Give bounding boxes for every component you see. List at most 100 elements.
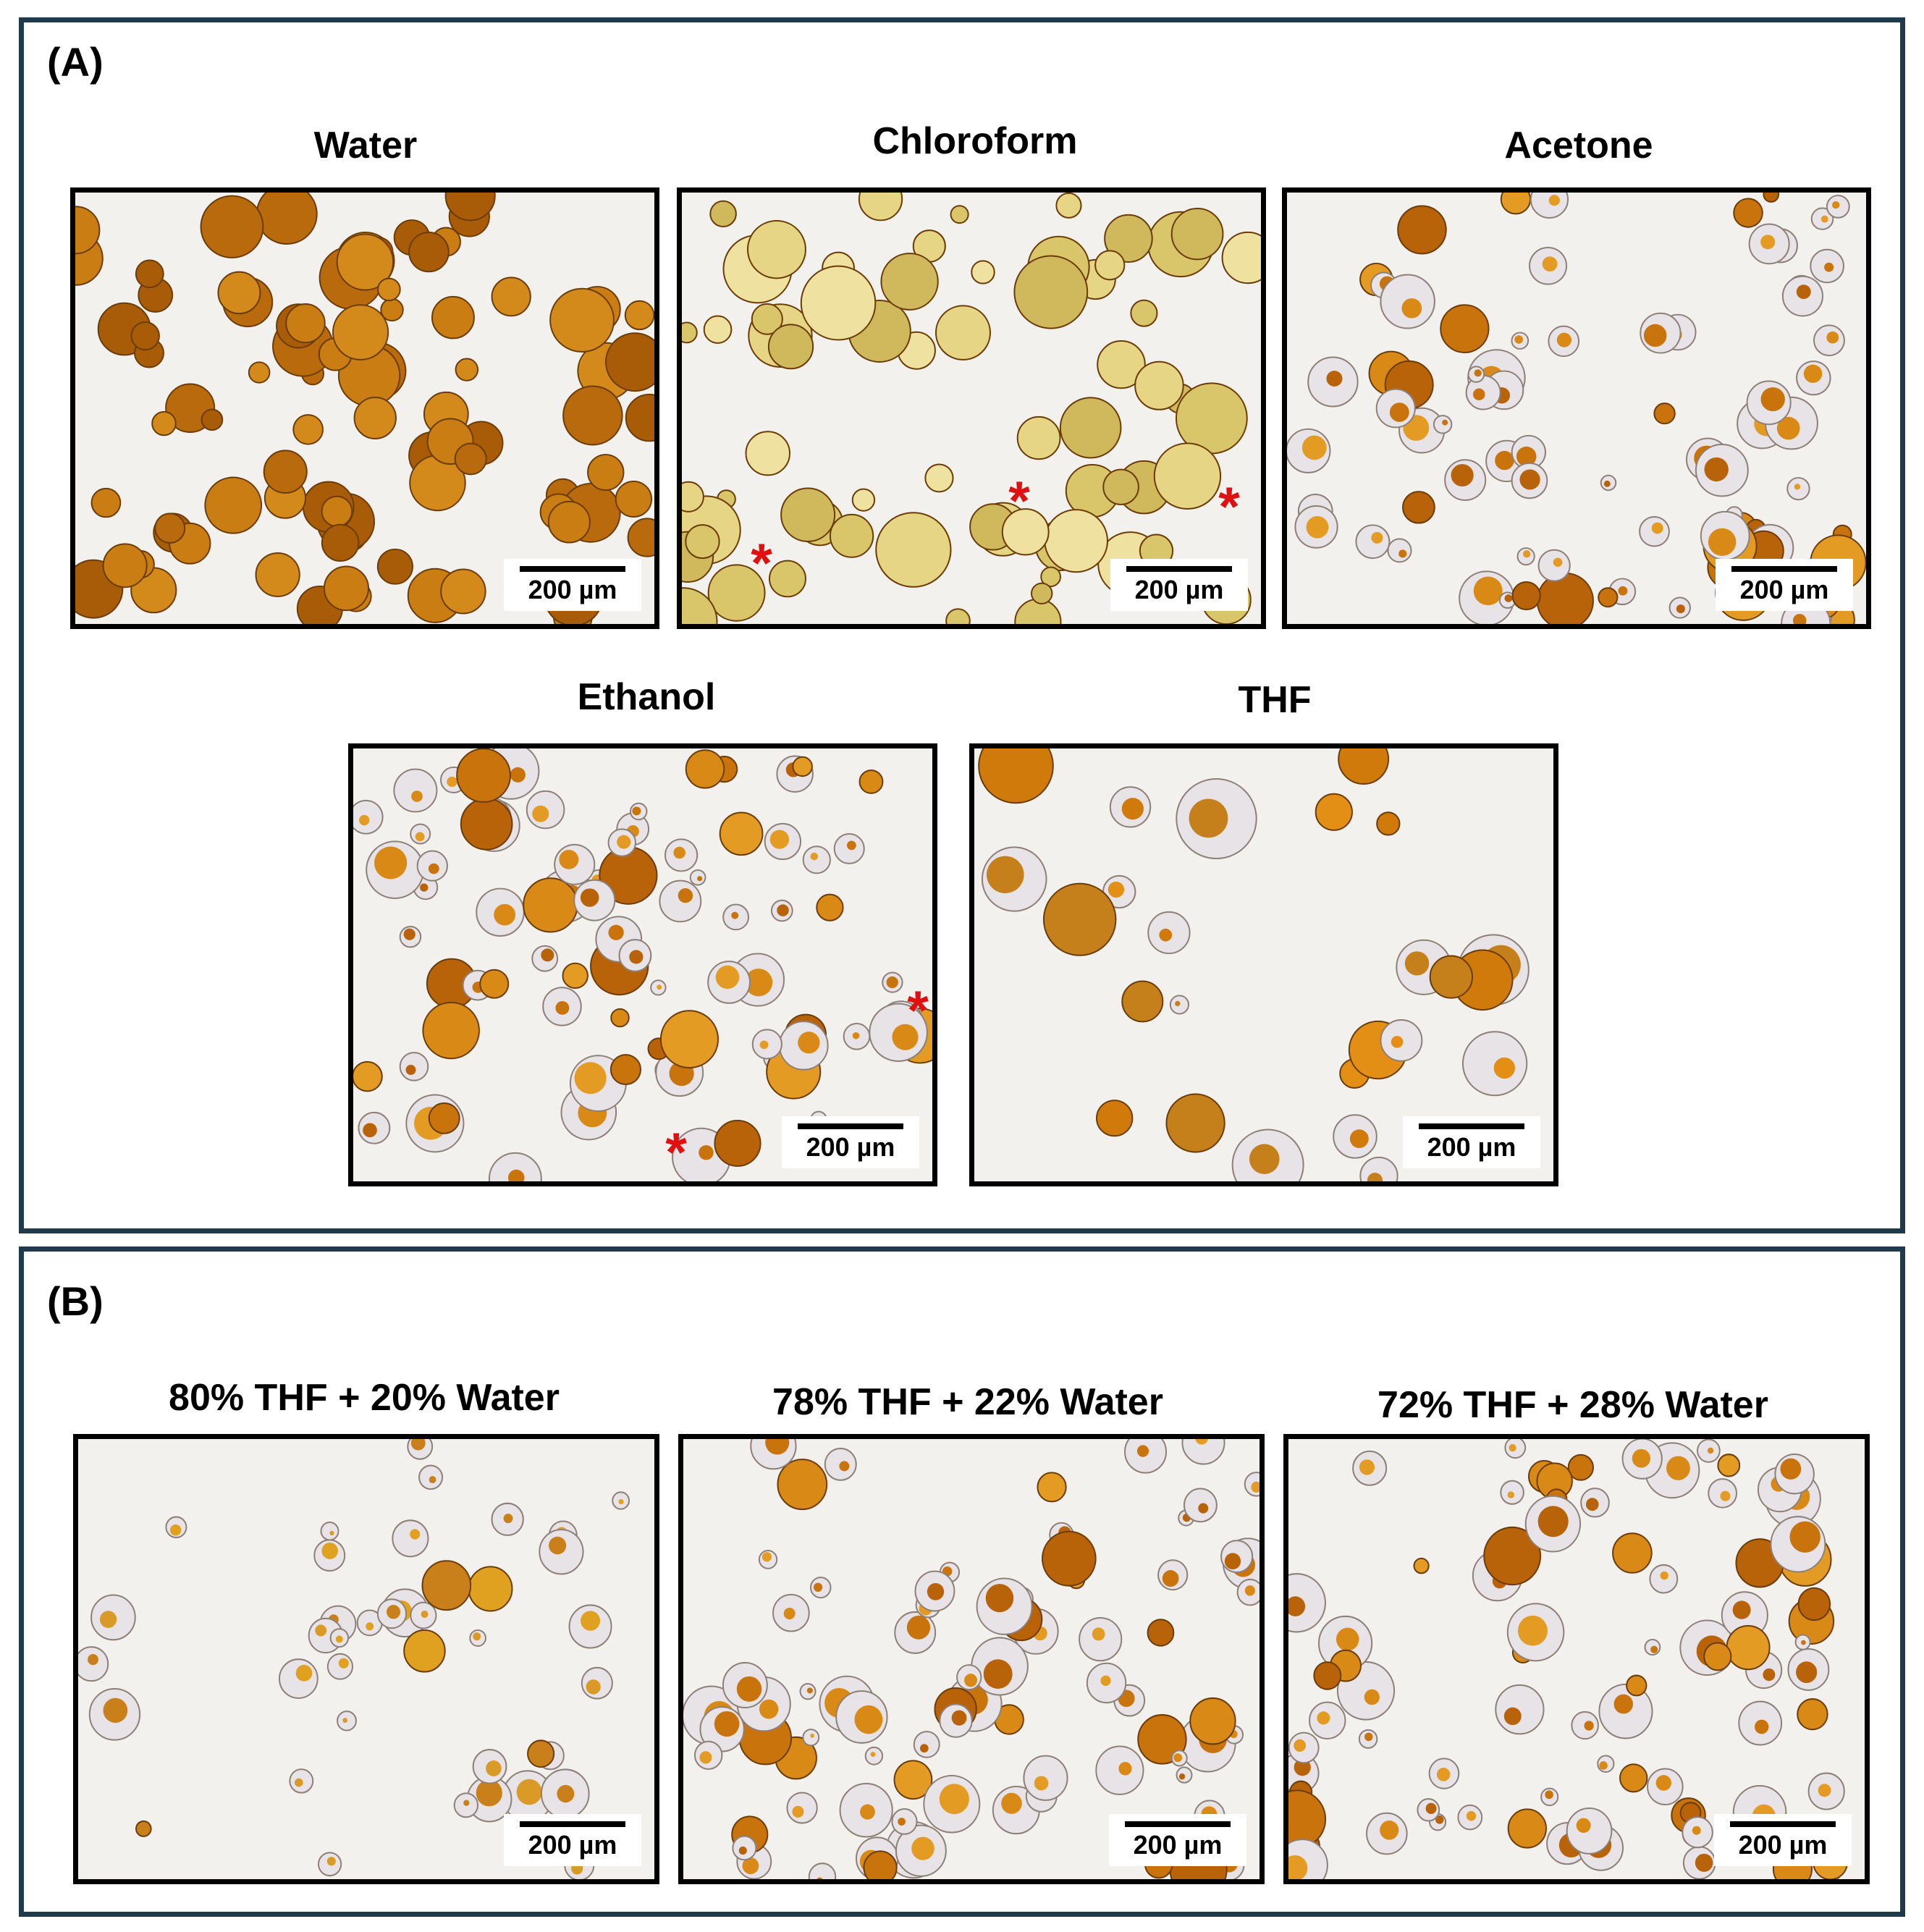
particle	[1170, 1750, 1188, 1767]
particle	[1016, 415, 1061, 460]
particle	[1359, 1156, 1398, 1181]
particle	[1153, 442, 1222, 510]
particle	[1104, 214, 1153, 263]
section-b-label: (B)	[47, 1278, 104, 1324]
panel-title-water: Water	[313, 125, 418, 166]
particle	[336, 233, 394, 291]
particle	[722, 1661, 768, 1709]
particle	[1511, 462, 1548, 499]
particle	[1134, 360, 1184, 410]
particle	[1580, 1488, 1610, 1518]
scale-bar-line	[1731, 566, 1837, 572]
particle	[895, 1824, 947, 1877]
section-a: (A) Water Chloroform Acetone Ethanol THF…	[19, 17, 1905, 1233]
particle	[1507, 1808, 1547, 1849]
particle	[956, 1664, 982, 1691]
particle	[1147, 1619, 1175, 1647]
particle	[320, 1522, 339, 1541]
particle	[1598, 587, 1619, 608]
particle	[204, 476, 263, 534]
particle	[200, 195, 264, 258]
scale-bar-label: 200 µm	[806, 1132, 895, 1162]
particle	[1157, 1559, 1189, 1591]
panel-title-chloroform: Chloroform	[872, 120, 1078, 162]
particle	[263, 450, 308, 494]
particle	[399, 925, 422, 948]
particle	[1495, 1684, 1545, 1735]
particle	[1236, 1578, 1260, 1606]
particle	[1402, 491, 1435, 524]
particle	[882, 971, 903, 993]
particle	[1700, 510, 1750, 561]
particle	[527, 1739, 555, 1768]
particle	[981, 846, 1047, 912]
micrograph-80-thf-image	[78, 1439, 654, 1879]
scale-bar-line	[520, 566, 625, 572]
micrograph-thf: 200 µm	[969, 743, 1558, 1186]
particle	[1500, 1480, 1524, 1505]
micrograph-72-thf-image	[1288, 1439, 1865, 1879]
particle	[1619, 1763, 1648, 1793]
panel-title-ethanol: Ethanol	[577, 676, 716, 718]
particle	[758, 1550, 778, 1569]
particle	[777, 1459, 828, 1511]
particle	[1781, 275, 1823, 317]
panel-title-80-thf: 80% THF + 20% Water	[169, 1377, 560, 1419]
particle	[615, 481, 653, 518]
particle	[945, 608, 971, 624]
particle	[770, 899, 793, 922]
asterisk-marker: *	[907, 980, 929, 1042]
particle	[403, 1629, 446, 1673]
particle	[1095, 1100, 1134, 1137]
particle	[839, 1782, 893, 1838]
particle	[1536, 572, 1594, 624]
asterisk-marker: *	[1008, 471, 1030, 533]
particle	[1433, 415, 1453, 434]
particle	[135, 1820, 152, 1837]
particle	[609, 1054, 642, 1086]
particle	[421, 1560, 472, 1611]
particle	[217, 271, 261, 315]
particle	[1571, 1710, 1599, 1740]
particle	[323, 565, 370, 612]
micrograph-acetone: 200 µm	[1282, 187, 1871, 629]
particle	[1465, 374, 1501, 410]
particle	[1417, 1798, 1440, 1822]
particle	[353, 1060, 383, 1092]
particle	[531, 945, 559, 972]
particle	[1797, 1587, 1831, 1621]
particle	[1137, 1714, 1187, 1765]
scale-bar-line	[1419, 1123, 1524, 1129]
particle	[1770, 1516, 1826, 1573]
particle	[431, 295, 475, 339]
particle	[914, 1570, 955, 1612]
particle	[1124, 1439, 1168, 1474]
particle	[1649, 1564, 1679, 1594]
particle	[1109, 786, 1152, 828]
panel-title-72-thf: 72% THF + 28% Water	[1377, 1384, 1768, 1426]
particle	[90, 487, 122, 518]
particle	[746, 219, 806, 279]
particle	[255, 552, 300, 597]
particle	[1428, 1758, 1460, 1789]
particle	[1059, 397, 1122, 459]
particle	[950, 205, 969, 224]
particle	[835, 1690, 888, 1744]
particle	[1612, 1532, 1653, 1574]
particle	[891, 1807, 918, 1835]
particle	[1653, 402, 1676, 425]
particle	[1444, 459, 1487, 501]
particle	[455, 358, 479, 381]
particle	[1086, 1662, 1127, 1704]
particle	[376, 1598, 408, 1629]
particle	[321, 495, 353, 528]
particle	[1524, 1495, 1582, 1553]
particle	[321, 523, 360, 562]
panel-title-78-thf: 78% THF + 22% Water	[772, 1381, 1163, 1423]
asterisk-marker: *	[751, 533, 772, 595]
particle	[491, 1502, 524, 1536]
particle	[829, 513, 874, 558]
particle	[864, 1746, 884, 1766]
particle	[454, 442, 487, 476]
section-b: (B) 80% THF + 20% Water 78% THF + 22% Wa…	[19, 1246, 1905, 1917]
